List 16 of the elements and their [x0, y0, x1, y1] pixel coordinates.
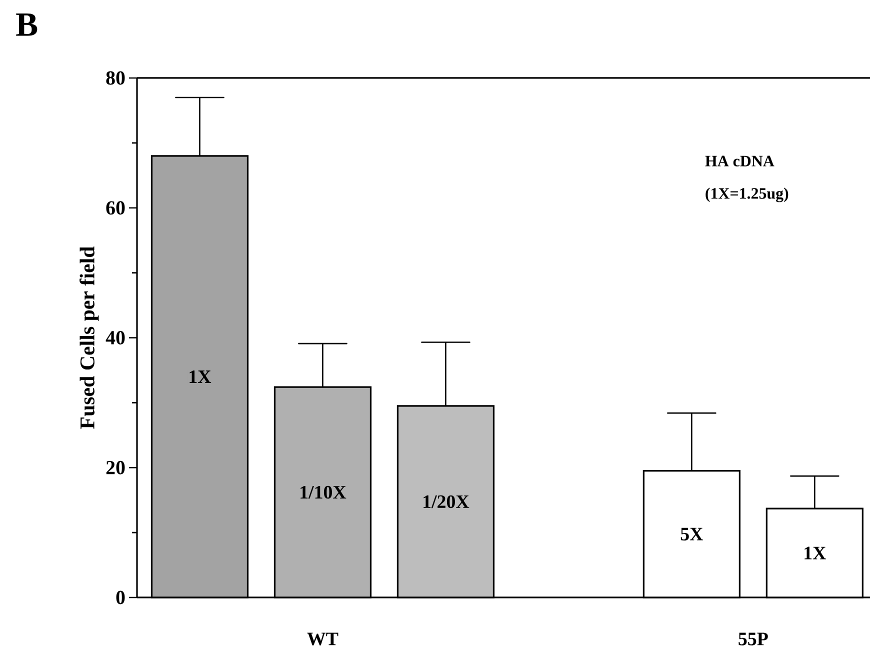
- x-tick-label: 1/10X: [300, 486, 346, 499]
- x-tick-label: 1X: [804, 546, 826, 560]
- x-tick-label: 1/20X: [424, 495, 470, 508]
- y-tick-label: 40: [106, 331, 125, 344]
- x-tick-label: 1X: [190, 370, 212, 383]
- y-axis-title: Fused Cells per field: [80, 246, 99, 429]
- annotation: HA cDNA: [705, 156, 774, 166]
- y-tick-label: 0: [116, 590, 125, 604]
- chart-title: B: [16, 14, 38, 36]
- text: 55P: [738, 632, 768, 646]
- y-tick-label: 80: [106, 71, 125, 85]
- text: WT: [307, 632, 338, 646]
- annotation: (1X=1.25ug): [706, 188, 788, 202]
- x-tick-label: 5X: [680, 528, 704, 540]
- y-tick-label: 20: [106, 460, 125, 474]
- y-tick-label: 60: [106, 201, 125, 215]
